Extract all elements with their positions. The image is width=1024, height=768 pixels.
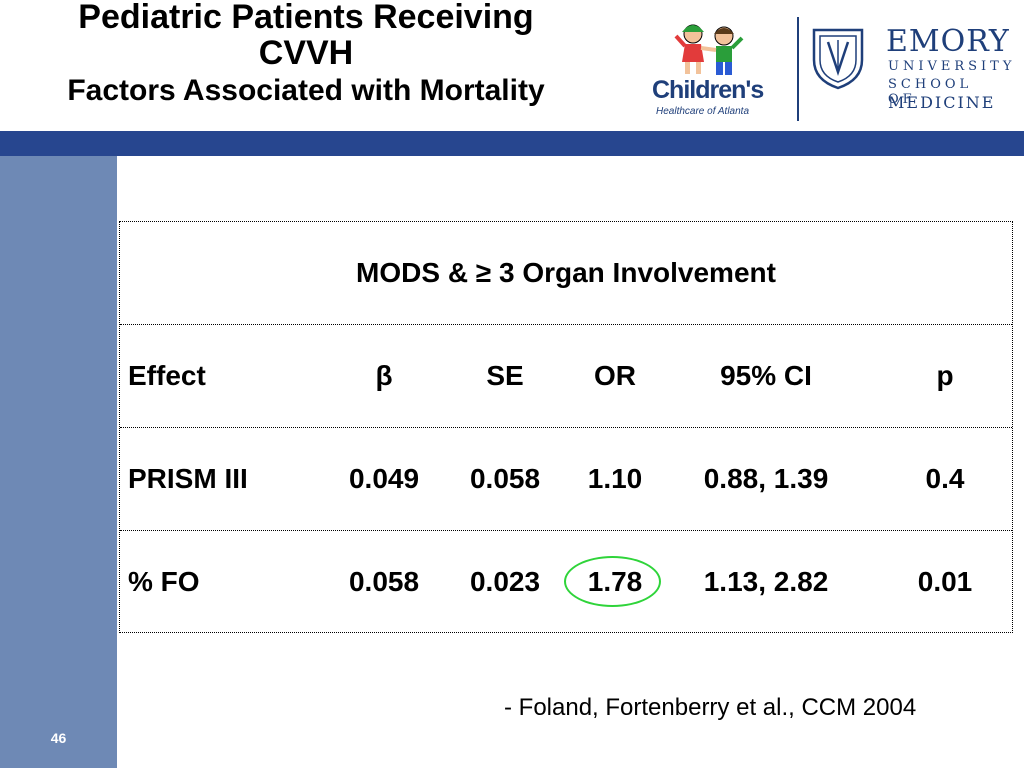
childrens-wordmark: Children's <box>652 76 764 104</box>
childrens-subtitle: Healthcare of Atlanta <box>656 106 750 117</box>
emory-line-school: SCHOOL OF <box>888 77 973 107</box>
citation: - Foland, Fortenberry et al., CCM 2004 <box>504 694 917 721</box>
cell-effect: PRISM III <box>128 463 248 494</box>
emory-line-university: UNIVERSITY <box>888 59 1016 74</box>
mortality-table: MODS & ≥ 3 Organ Involvement Effect β SE… <box>119 221 1013 633</box>
childrens-healthcare-logo: Children's Healthcare of Atlanta <box>648 20 778 120</box>
cell-se: 0.023 <box>469 566 541 597</box>
cell-ci: 0.88, 1.39 <box>703 463 829 494</box>
header-beta: β <box>375 360 393 391</box>
cell-effect: % FO <box>128 566 200 597</box>
or-highlight-circle <box>564 556 661 607</box>
left-sidebar <box>0 156 117 768</box>
emory-wordmark: EMORY <box>886 24 1010 59</box>
logo-divider <box>797 17 799 121</box>
title-line-2: CVVH <box>258 33 354 72</box>
shield-icon <box>812 28 864 90</box>
title-line-1: Pediatric Patients Receiving <box>78 0 534 36</box>
header-or: OR <box>594 360 636 391</box>
cell-p: 0.4 <box>925 463 965 494</box>
cell-or: 1.10 <box>587 463 643 494</box>
emory-line-medicine: MEDICINE <box>888 93 996 112</box>
cell-p: 0.01 <box>917 566 973 597</box>
slide-title: Pediatric Patients Receiving CVVH Factor… <box>0 0 612 107</box>
table-caption-row: MODS & ≥ 3 Organ Involvement <box>120 222 1012 325</box>
header-bar <box>0 131 1024 156</box>
slide-subtitle: Factors Associated with Mortality <box>67 74 545 108</box>
header-effect: Effect <box>128 360 206 391</box>
table-row: % FO 0.058 0.023 1.78 1.13, 2.82 0.01 <box>120 531 1012 633</box>
header-ci: 95% CI <box>720 360 812 391</box>
header-p: p <box>936 360 954 391</box>
cell-se: 0.058 <box>469 463 541 494</box>
header-se: SE <box>486 360 524 391</box>
kids-figures-icon <box>674 24 744 75</box>
cell-ci: 1.13, 2.82 <box>703 566 829 597</box>
slide-number: 46 <box>50 730 67 746</box>
emory-medicine-logo: EMORY UNIVERSITY SCHOOL OF MEDICINE <box>806 22 1011 114</box>
table-caption: MODS & ≥ 3 Organ Involvement <box>356 257 776 288</box>
table-header-row: Effect β SE OR 95% CI p <box>120 325 1012 428</box>
table-row: PRISM III 0.049 0.058 1.10 0.88, 1.39 0.… <box>120 428 1012 531</box>
cell-beta: 0.049 <box>348 463 420 494</box>
cell-beta: 0.058 <box>348 566 420 597</box>
